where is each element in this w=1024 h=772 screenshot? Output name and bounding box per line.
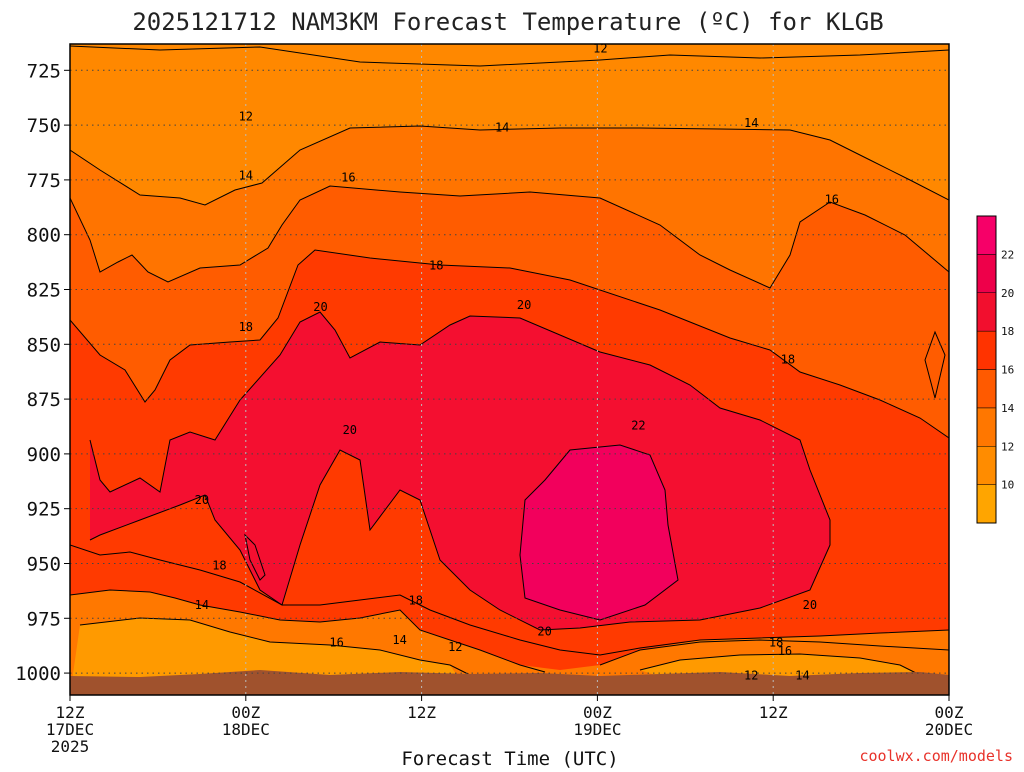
contour-label-2: 14 bbox=[495, 120, 509, 134]
contour-label-15: 18 bbox=[212, 559, 226, 573]
contour-label-16: 14 bbox=[195, 598, 209, 612]
contour-label-11: 18 bbox=[781, 353, 795, 367]
contour-label-0: 12 bbox=[593, 41, 607, 55]
colorbar-swatch-0 bbox=[976, 484, 997, 524]
contour-label-14: 20 bbox=[195, 493, 209, 507]
axes: 725 750 775 800 825 850 875 900 925 950 975 1000 12Z… bbox=[15, 60, 973, 756]
contour-line-16 bbox=[70, 185, 949, 289]
x-tick-label-60-0: 00Z bbox=[935, 703, 964, 722]
contour-label-13: 22 bbox=[631, 418, 645, 432]
colorbar-swatch-4 bbox=[976, 330, 997, 370]
contour-label-12: 20 bbox=[343, 423, 357, 437]
contour-label-5: 16 bbox=[341, 171, 355, 185]
grid-lines bbox=[70, 44, 949, 695]
colorbar: 10 12 14 16 18 20 22 bbox=[976, 215, 1015, 524]
contour-label-10: 18 bbox=[239, 320, 253, 334]
contour-label-22: 20 bbox=[537, 624, 551, 638]
colorbar-label-16: 16 bbox=[1001, 364, 1014, 377]
colorbar-swatch-2 bbox=[976, 407, 997, 447]
contour-line-14 bbox=[70, 125, 949, 206]
y-tick-label-725: 725 bbox=[27, 60, 61, 82]
x-tick-label-24-0: 12Z bbox=[407, 703, 436, 722]
y-tick-label-800: 800 bbox=[27, 225, 61, 247]
contour-label-7: 18 bbox=[429, 258, 443, 272]
colorbar-swatch-1 bbox=[976, 446, 997, 485]
colorbar-swatch-6 bbox=[976, 254, 997, 293]
contour-label-25: 12 bbox=[744, 668, 758, 682]
temperature-band-22 bbox=[520, 445, 678, 620]
y-tick-label-900: 900 bbox=[27, 444, 61, 466]
y-tick-label-775: 775 bbox=[27, 170, 61, 192]
colorbar-label-18: 18 bbox=[1001, 325, 1014, 338]
y-tick-label-1000: 1000 bbox=[15, 663, 61, 685]
contour-label-1: 12 bbox=[239, 109, 253, 123]
contour-label-24: 16 bbox=[778, 644, 792, 658]
contour-line-12 bbox=[70, 45, 949, 67]
x-tick-label-12-1: 18DEC bbox=[222, 720, 270, 739]
contour-line-small-cell bbox=[244, 533, 266, 581]
x-tick-label-0-2: 2025 bbox=[51, 737, 90, 756]
contour-label-23: 18 bbox=[769, 635, 783, 649]
colorbar-frame bbox=[976, 215, 997, 524]
contour-label-3: 14 bbox=[744, 116, 758, 130]
colorbar-label-14: 14 bbox=[1001, 402, 1015, 415]
credit-text: coolwx.com/models bbox=[859, 747, 1013, 765]
y-tick-label-825: 825 bbox=[27, 279, 61, 301]
contour-label-17: 18 bbox=[409, 594, 423, 608]
y-tick-label-950: 950 bbox=[27, 553, 61, 575]
y-tick-label-850: 850 bbox=[27, 334, 61, 356]
x-tick-label-36-0: 00Z bbox=[583, 703, 612, 722]
contour-label-4: 14 bbox=[239, 169, 253, 183]
contour-label-6: 16 bbox=[825, 193, 839, 207]
x-tick-label-60-1: 20DEC bbox=[925, 720, 973, 739]
contour-line-18-lower bbox=[70, 544, 949, 656]
contour-lines bbox=[70, 45, 949, 676]
y-tick-label-750: 750 bbox=[27, 115, 61, 137]
x-tick-label-12-0: 00Z bbox=[231, 703, 260, 722]
colorbar-swatch-5 bbox=[976, 292, 997, 332]
colorbar-label-10: 10 bbox=[1001, 479, 1014, 492]
x-tick-label-48-0: 12Z bbox=[759, 703, 788, 722]
contour-line-20 bbox=[89, 311, 831, 631]
y-tick-label-975: 975 bbox=[27, 608, 61, 630]
colorbar-label-12: 12 bbox=[1001, 440, 1014, 453]
x-tick-label-0-0: 12Z bbox=[56, 703, 85, 722]
chart-title: 2025121712 NAM3KM Forecast Temperature (… bbox=[132, 8, 883, 36]
contour-label-19: 16 bbox=[329, 635, 343, 649]
contour-line-18 bbox=[70, 249, 949, 439]
contour-line-12-lower bbox=[639, 653, 921, 676]
contour-line-16-right-lower bbox=[599, 639, 949, 666]
colorbar-label-22: 22 bbox=[1001, 248, 1014, 261]
x-tick-label-0-1: 17DEC bbox=[46, 720, 94, 739]
contour-line-small-cell-right bbox=[924, 330, 946, 399]
colorbar-swatch-3 bbox=[976, 369, 997, 409]
y-tick-label-875: 875 bbox=[27, 389, 61, 411]
contour-label-18: 20 bbox=[803, 598, 817, 612]
contour-line-16-lower bbox=[70, 589, 546, 673]
contour-label-8: 20 bbox=[313, 300, 327, 314]
contour-label-21: 12 bbox=[448, 640, 462, 654]
colorbar-label-20: 20 bbox=[1001, 287, 1014, 300]
contour-line-14-lower bbox=[79, 617, 471, 676]
ground-terrain bbox=[70, 670, 949, 695]
contour-label-26: 14 bbox=[795, 668, 809, 682]
plot-frame bbox=[69, 43, 950, 696]
contour-label-20: 14 bbox=[392, 633, 406, 647]
colorbar-swatch-7 bbox=[976, 215, 997, 255]
y-tick-label-925: 925 bbox=[27, 499, 61, 521]
contour-line-22 bbox=[519, 444, 679, 621]
x-tick-label-36-1: 19DEC bbox=[573, 720, 621, 739]
plot-area bbox=[70, 44, 949, 695]
contour-label-9: 20 bbox=[517, 298, 531, 312]
x-axis-label: Forecast Time (UTC) bbox=[401, 748, 618, 768]
